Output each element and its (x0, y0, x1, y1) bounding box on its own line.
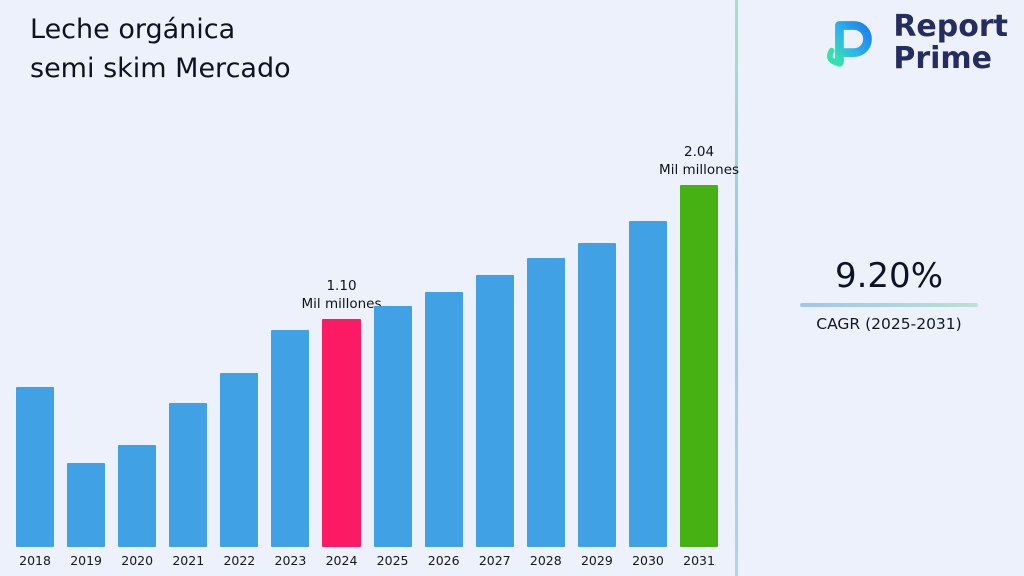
bar-2019 (67, 463, 106, 547)
bar-2022 (220, 373, 259, 547)
bar-slot-2021: 2021 (169, 128, 208, 568)
x-tick-label-2028: 2028 (529, 553, 562, 568)
x-tick-label-2019: 2019 (70, 553, 103, 568)
bar-2020 (118, 445, 157, 547)
bar-2021 (169, 403, 208, 547)
x-tick-label-2024: 2024 (325, 553, 358, 568)
bar-2029 (577, 243, 616, 547)
bar-slot-2019: 2019 (67, 128, 106, 568)
report-prime-logo-icon (821, 10, 883, 76)
x-tick-label-2018: 2018 (19, 553, 51, 568)
bar-2025 (373, 306, 412, 547)
x-tick-label-2027: 2027 (478, 553, 511, 568)
x-tick-label-2026: 2026 (427, 553, 460, 568)
bar-slot-2030: 2030 (628, 128, 668, 568)
report-prime-logo: Report Prime (821, 10, 1008, 76)
bar-slot-2022: 2022 (220, 128, 259, 568)
bar-slot-2027: 2027 (475, 128, 514, 568)
bar-2027 (475, 275, 514, 547)
logo-line1: Report (893, 9, 1008, 45)
bar-2023 (271, 330, 310, 547)
bar-slot-2024: 1.10 Mil millones 2024 (302, 128, 382, 568)
bar-slot-2025: 2025 (373, 128, 412, 568)
logo-line2: Prime (893, 41, 992, 76)
x-tick-label-2031: 2031 (683, 553, 715, 568)
bar-value-label-2031: 2.04 Mil millones (659, 143, 740, 178)
bar-2028 (526, 258, 565, 547)
report-prime-logo-text: Report Prime (893, 11, 1008, 75)
cagr-block: 9.20% CAGR (2025-2031) (798, 256, 980, 333)
bar-slot-2018: 2018 (16, 128, 55, 568)
bar-slot-2029: 2029 (577, 128, 616, 568)
page-title-line2: semi skim Mercado (30, 53, 291, 85)
bar-2024 (322, 319, 361, 547)
cagr-value: 9.20% (834, 256, 943, 296)
x-tick-label-2020: 2020 (121, 553, 154, 568)
x-tick-label-2023: 2023 (274, 553, 307, 568)
divider-line (735, 0, 738, 576)
bar-2026 (424, 292, 463, 547)
page-title: Leche orgánica semi skim Mercado (30, 10, 291, 88)
bar-slot-2028: 2028 (526, 128, 565, 568)
x-tick-label-2025: 2025 (376, 553, 409, 568)
bar-chart: 2018 2019 2020 2021 2022 2023 1.10 Mil millones… (16, 128, 739, 568)
bar-slot-2026: 2026 (424, 128, 463, 568)
cagr-label: CAGR (2025-2031) (816, 315, 962, 333)
bar-slot-2023: 2023 (271, 128, 310, 568)
page-title-line1: Leche orgánica (30, 14, 236, 45)
bar-2018 (16, 387, 55, 547)
bar-slot-2031: 2.04 Mil millones 2031 (659, 128, 739, 568)
x-tick-label-2029: 2029 (580, 553, 613, 568)
bar-2030 (628, 221, 668, 547)
bar-2031 (680, 185, 719, 547)
x-tick-label-2030: 2030 (632, 553, 664, 568)
x-tick-label-2021: 2021 (172, 553, 205, 568)
bar-slot-2020: 2020 (118, 128, 157, 568)
cagr-underline (800, 303, 978, 307)
bar-value-label-2024: 1.10 Mil millones (301, 277, 382, 312)
x-tick-label-2022: 2022 (223, 553, 256, 568)
